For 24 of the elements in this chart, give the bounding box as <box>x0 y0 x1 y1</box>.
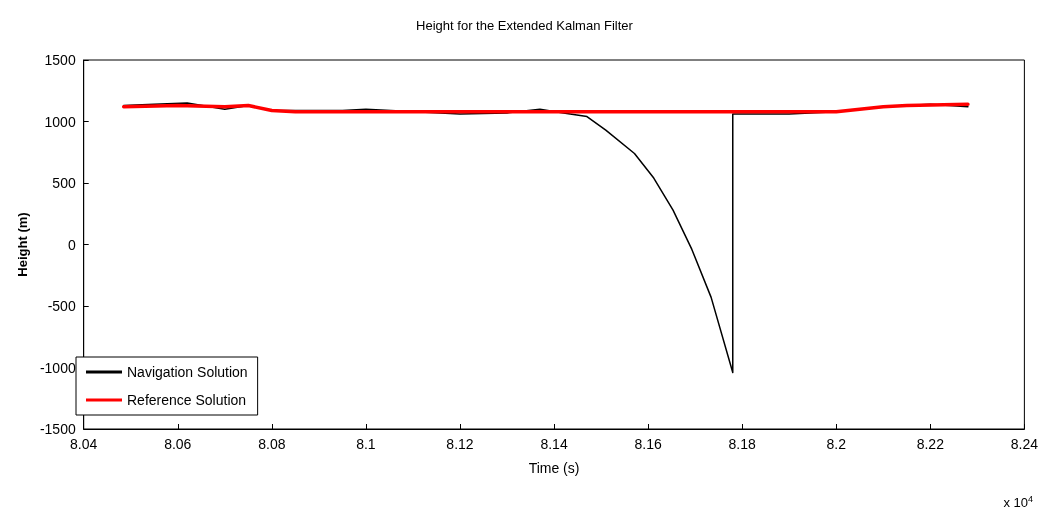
y-tick-label: -1500 <box>39 421 76 437</box>
line-series <box>121 102 970 114</box>
chart-title: Height for the Extended Kalman Filter <box>416 18 634 33</box>
y-axis-title: Height (m) <box>15 212 30 277</box>
legend-label: Navigation Solution <box>127 364 248 380</box>
x-tick-label: 8.1 <box>356 436 376 452</box>
y-tick-label: -1000 <box>39 359 76 376</box>
x-tick-label: 8.14 <box>540 436 568 452</box>
y-tick-label: -500 <box>47 298 76 314</box>
y-tick-label: 0 <box>67 236 76 253</box>
y-tick-label: 500 <box>52 175 76 191</box>
x-axis-title: Time (s) <box>528 460 580 476</box>
x-tick-label: 8.24 <box>1010 436 1039 452</box>
x-tick-label: 8.08 <box>258 436 286 452</box>
legend-label: Reference Solution <box>127 392 247 408</box>
x-tick-label: 8.22 <box>916 436 945 452</box>
x-tick-label: 8.12 <box>446 436 474 452</box>
y-tick-label: 1500 <box>44 52 76 68</box>
x-tick-label: 8.18 <box>728 436 757 452</box>
x-tick-label: 8.04 <box>70 436 98 452</box>
x-tick-label: 8.06 <box>164 436 192 452</box>
x-tick-label: 8.16 <box>634 436 662 452</box>
x-tick-label: 8.2 <box>826 436 847 452</box>
y-tick-label: 1000 <box>44 113 76 130</box>
